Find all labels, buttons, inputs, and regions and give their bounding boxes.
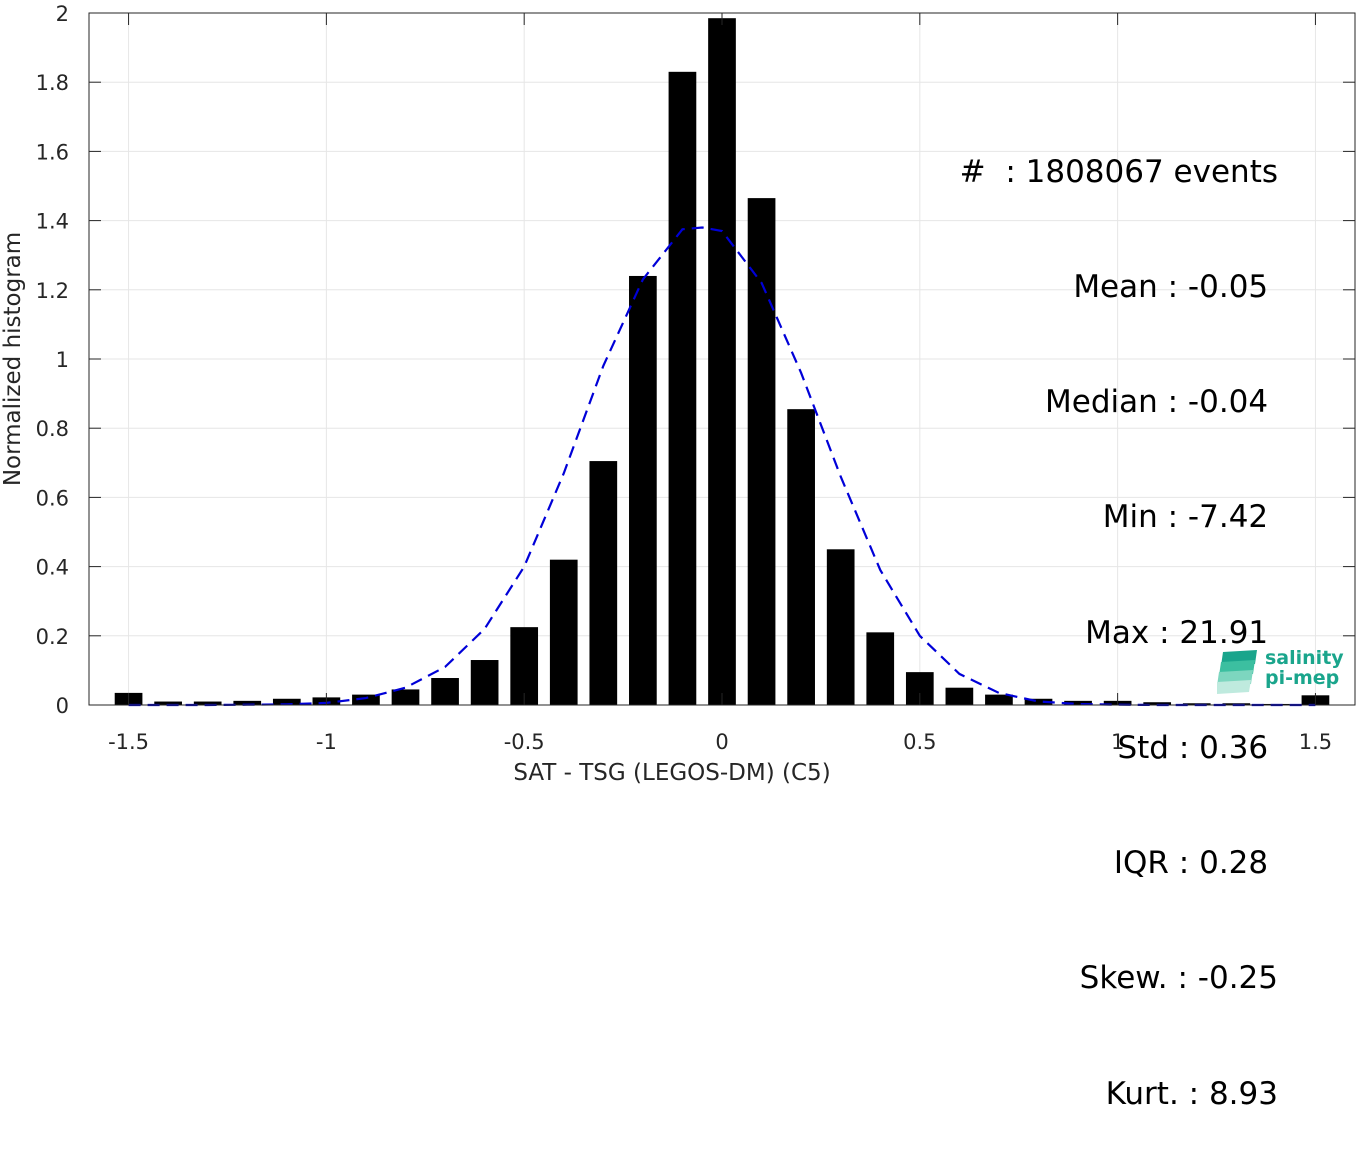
histogram-bar — [589, 461, 618, 705]
histogram-bar — [431, 678, 459, 705]
y-tick-label: 2 — [56, 2, 69, 26]
histogram-bar — [510, 627, 539, 705]
y-tick-label: 0 — [56, 694, 69, 718]
x-tick-label: 0.5 — [903, 730, 936, 754]
y-tick-label: 1.2 — [36, 279, 69, 303]
histogram-bar — [945, 687, 974, 705]
histogram-bar — [549, 559, 578, 705]
histogram-bar — [826, 549, 855, 705]
histogram-bar — [352, 694, 380, 705]
logo-line-pimep: pi-mep — [1265, 667, 1340, 689]
stat-std: Std : 0.36 — [1117, 729, 1278, 766]
y-tick-label: 1.4 — [36, 210, 69, 234]
histogram-bar — [272, 698, 301, 705]
y-tick-label: 1.6 — [36, 140, 69, 164]
y-tick-label: 0.8 — [36, 417, 69, 441]
histogram-bar — [985, 694, 1013, 705]
stat-mean: Mean : -0.05 — [1073, 269, 1278, 306]
histogram-bar — [747, 198, 776, 706]
stat-max: Max : 21.91 — [1085, 614, 1278, 651]
histogram-bar — [193, 701, 222, 705]
salinity-pimep-logo: salinity pi-mep — [1217, 648, 1347, 694]
histogram-bar — [391, 689, 420, 705]
x-tick-label: 0 — [715, 730, 728, 754]
histogram-bar — [1064, 700, 1092, 705]
histogram-chart: -1.5 -1 -0.5 0 0.5 1 1.5 0 0.2 0.4 0.6 0.8 1 1.2 1.4 1.… — [0, 2, 1356, 785]
y-tick-label: 1 — [56, 348, 69, 372]
histogram-bar — [1024, 698, 1053, 705]
histogram-bar — [629, 275, 657, 705]
x-tick-label: 1 — [1111, 730, 1124, 754]
stat-iqr: IQR : 0.28 — [1113, 845, 1278, 882]
x-tick-label: -1 — [316, 730, 337, 754]
histogram-bar — [787, 409, 815, 705]
histogram-bar — [1143, 702, 1172, 705]
x-tick-label: -1.5 — [108, 730, 149, 754]
stat-median: Median : -0.04 — [1045, 384, 1278, 421]
histogram-bar — [233, 700, 262, 705]
y-tick-label: 0.4 — [36, 556, 69, 580]
x-axis-label: SAT - TSG (LEGOS-DM) (C5) — [513, 760, 830, 785]
x-tick-label: -0.5 — [504, 730, 545, 754]
bars — [114, 18, 1330, 706]
histogram-bar — [668, 71, 697, 705]
y-axis-label: Normalized histogram — [0, 232, 26, 486]
stats-annotation: # : 1808067 events Mean : -0.05 Median :… — [960, 76, 1278, 1151]
histogram-bar — [470, 660, 499, 705]
logo-line-salinity: salinity — [1265, 647, 1344, 669]
histogram-bar — [154, 701, 182, 705]
stat-kurt: Kurt. : 8.93 — [1105, 1075, 1278, 1112]
stat-skew: Skew. : -0.25 — [1079, 960, 1278, 997]
stat-min: Min : -7.42 — [1102, 499, 1278, 536]
y-tick-label: 0.2 — [36, 625, 69, 649]
y-tick-label: 1.8 — [36, 71, 69, 95]
histogram-bar — [708, 18, 736, 705]
ticks: -1.5 -1 -0.5 0 0.5 1 1.5 0 0.2 0.4 0.6 0.8 1 1.2 1.4 1.… — [36, 2, 1355, 754]
histogram-bar — [866, 632, 895, 705]
stat-events: # : 1808067 events — [959, 153, 1278, 190]
wave-logo-icon — [1217, 650, 1257, 694]
x-tick-label: 1.5 — [1299, 730, 1332, 754]
y-tick-label: 0.6 — [36, 486, 69, 510]
